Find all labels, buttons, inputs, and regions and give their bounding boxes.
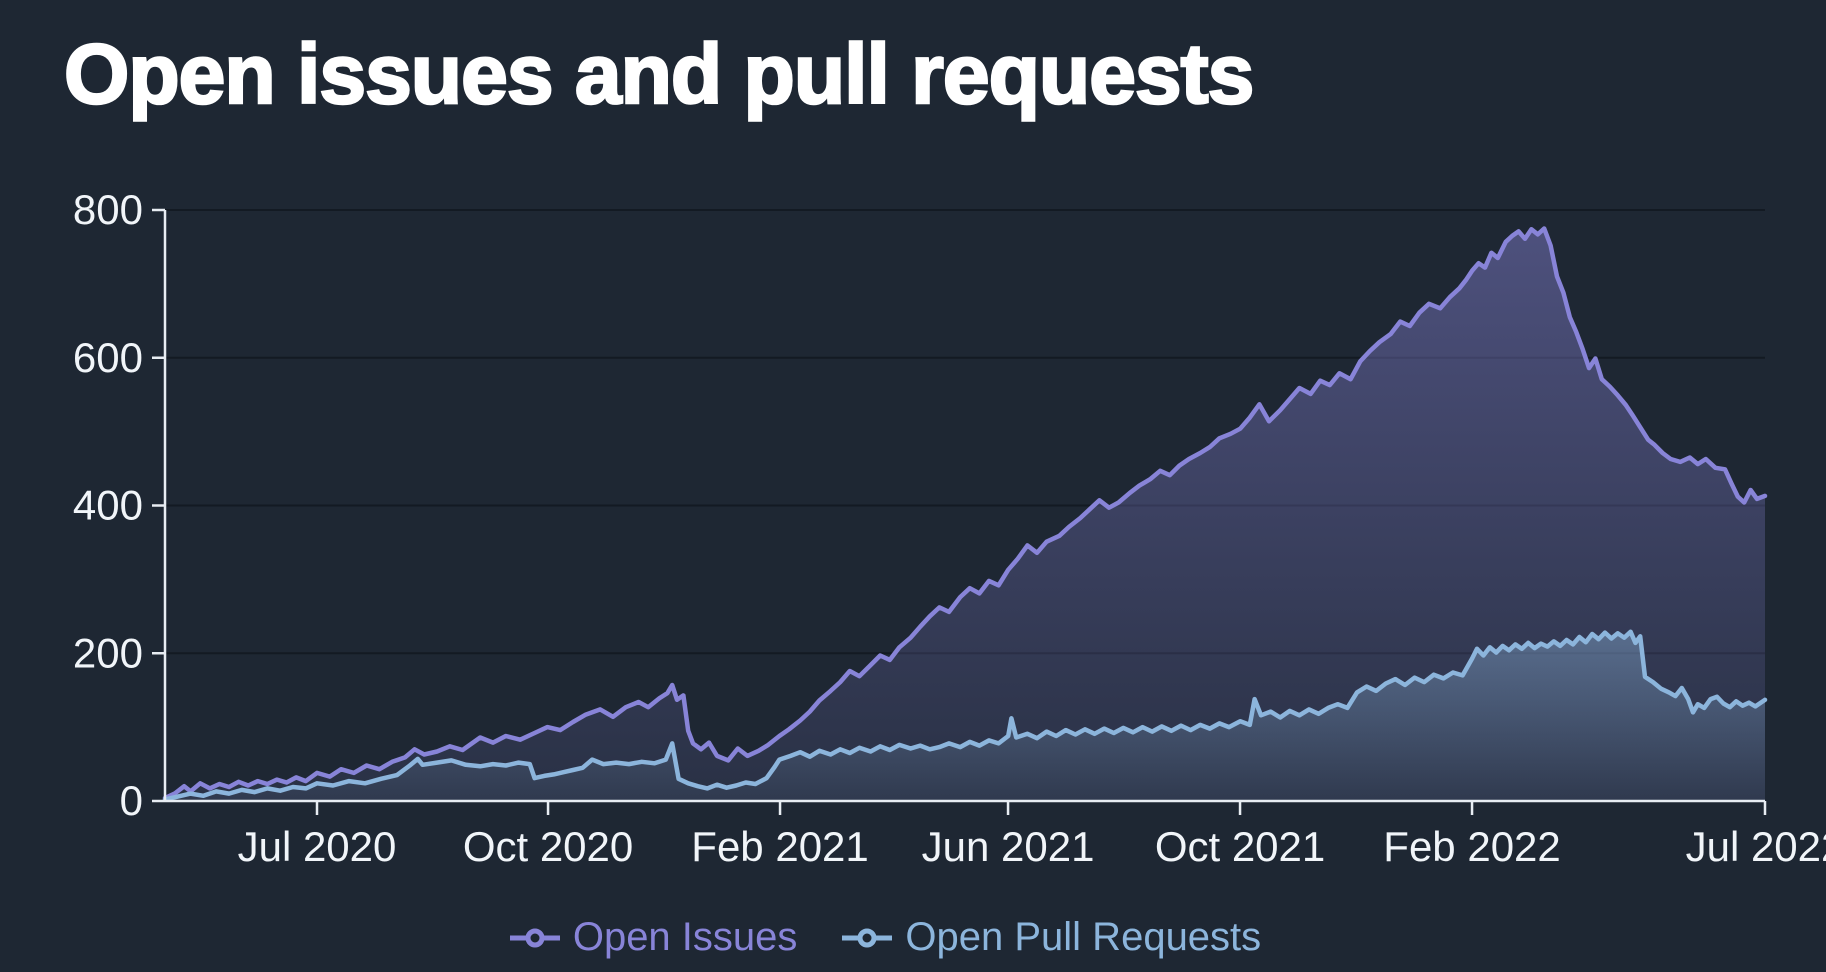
open-pull-requests-line [162, 629, 1768, 802]
x-axis-tick-label: Jul 2022 [1686, 823, 1826, 870]
x-axis-tick-label: Jul 2020 [238, 823, 397, 870]
open-issues-line [162, 226, 1768, 801]
open-pull-requests-area [165, 631, 1765, 801]
chart-legend: Open Issues Open Pull Requests [0, 915, 1770, 960]
x-axis-tick-label: Oct 2020 [463, 823, 633, 870]
y-axis-tick-label-600: 600 [73, 334, 143, 381]
legend-item-open-pull-requests[interactable]: Open Pull Requests [841, 915, 1261, 960]
legend-item-open-issues[interactable]: Open Issues [509, 915, 798, 960]
x-axis-tick-label: Jun 2021 [922, 823, 1095, 870]
legend-label: Open Issues [572, 915, 798, 959]
y-axis-tick-label-800: 800 [73, 186, 143, 233]
line-circle-icon [842, 928, 893, 947]
open-issues-area [165, 228, 1765, 801]
y-axis-tick-label-0: 0 [120, 777, 143, 824]
chart-title: Open issues and pull requests [63, 26, 1256, 123]
x-axis-tick-label: Feb 2022 [1383, 823, 1560, 870]
y-axis-tick-label-400: 400 [73, 482, 143, 529]
x-axis-tick-label: Oct 2021 [1155, 823, 1325, 870]
legend-label: Open Pull Requests [905, 915, 1262, 959]
y-axis-tick-label-200: 200 [73, 629, 143, 676]
line-circle-icon [509, 928, 560, 947]
x-axis-tick-label: Feb 2021 [691, 823, 868, 870]
